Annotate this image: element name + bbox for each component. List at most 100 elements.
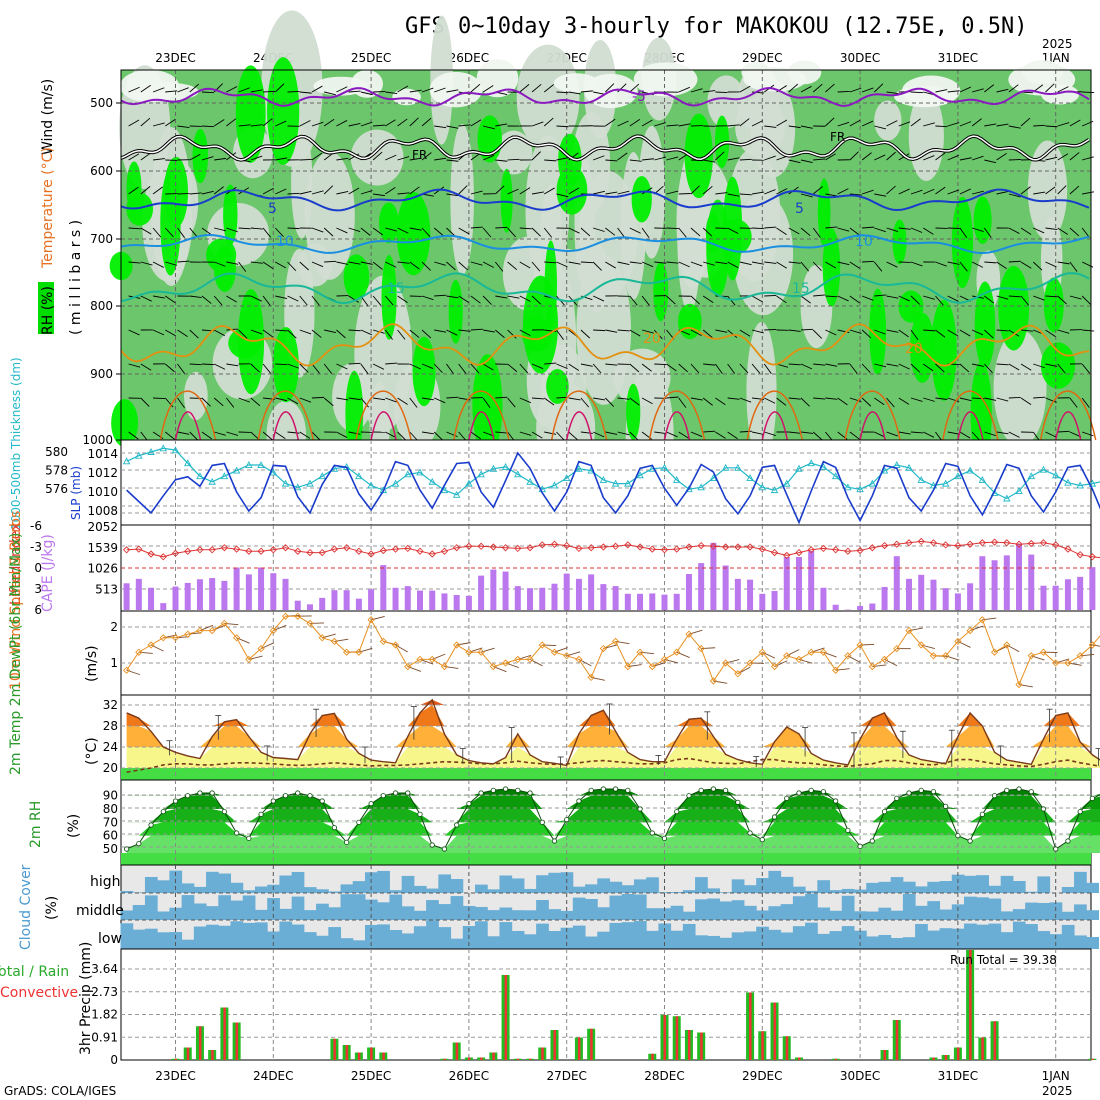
cloud-bar — [120, 923, 134, 949]
wind10-point — [232, 634, 241, 642]
wind-barb — [837, 188, 849, 195]
rh-saturated-region — [472, 354, 503, 457]
wind10-point — [343, 648, 351, 656]
wind-barb — [923, 122, 935, 127]
wind-barb — [971, 261, 984, 268]
wind-barb — [788, 431, 801, 434]
wind-barb — [446, 295, 459, 299]
wind-barb — [458, 227, 470, 235]
contour-25 — [648, 390, 706, 441]
cloud-bar — [181, 895, 195, 920]
wind-barb — [1020, 261, 1032, 269]
wind-barb — [959, 188, 971, 195]
thickness-point — [954, 472, 962, 480]
rh2m-point — [930, 789, 937, 795]
lifted-index-point — [159, 553, 167, 561]
bottom-date-axis: 23DEC 24DEC 25DEC 26DEC 27DEC 28DEC 29DEC 30DEC… — [155, 1069, 1070, 1083]
thickness-point — [795, 464, 803, 472]
wind-barb — [752, 227, 765, 230]
precip-convective-bar — [883, 1050, 887, 1060]
precip-bars — [171, 950, 1097, 1060]
precip-convective-bar — [211, 1050, 214, 1060]
rh2m-point — [490, 787, 496, 793]
wind-barb — [152, 186, 163, 195]
rh2m-point — [943, 803, 949, 809]
rh-saturated-region — [235, 65, 266, 163]
wind10-point — [122, 666, 131, 674]
wind-barb — [238, 124, 251, 127]
wind-barb — [299, 295, 308, 306]
cape-bar — [465, 595, 472, 610]
wind-barb — [568, 261, 581, 265]
thickness-point — [159, 444, 168, 452]
cloud-bar — [890, 910, 904, 920]
wind-barb — [1045, 261, 1057, 268]
cape-bar — [991, 560, 998, 610]
wind-barb — [519, 363, 529, 374]
rh-saturated-region — [714, 115, 730, 169]
wind10-markers — [122, 612, 1097, 689]
wind-barb — [935, 186, 946, 195]
thickness-point — [440, 486, 449, 494]
precip-convective-bar — [932, 1057, 935, 1060]
wind-barb — [165, 261, 177, 266]
wind-barb — [385, 187, 396, 195]
wind-barb — [226, 397, 235, 408]
cape-bar — [368, 589, 375, 610]
cape-bar — [551, 583, 558, 610]
wind-barb — [715, 91, 728, 94]
wind-barb — [409, 157, 422, 161]
wind-barb — [385, 119, 396, 127]
contour-label-15-b: 15 — [792, 281, 810, 297]
wind-barb — [874, 363, 887, 368]
wind-barb — [201, 431, 213, 440]
temp2m-tick-label: 24 — [103, 740, 118, 754]
wind-barb — [751, 431, 764, 435]
wind-barb — [800, 85, 812, 93]
rh2m-point — [185, 793, 191, 799]
wind10-point — [1015, 680, 1023, 689]
wind-barb — [642, 158, 655, 161]
wind-barb — [764, 261, 777, 264]
cloud-bar — [413, 885, 427, 893]
cloud-bar — [523, 888, 537, 893]
wind-barb — [556, 157, 569, 161]
cloud-bar — [536, 899, 549, 920]
cloud-bar — [1086, 910, 1099, 920]
rh2m-point — [1089, 795, 1095, 801]
wind-barb — [617, 261, 630, 265]
contour-label-20: 20 — [643, 331, 661, 347]
wind-barb — [764, 294, 777, 297]
precip-convective-bar — [480, 1057, 483, 1060]
temp-band-24 — [126, 726, 1100, 747]
wind-barb — [935, 125, 948, 128]
thickness-point — [868, 479, 877, 487]
cloud-bar — [841, 888, 855, 893]
rh2m-point — [246, 835, 252, 841]
cloud-bar — [621, 922, 635, 949]
lifted-index-point — [550, 540, 559, 548]
cloud-bar — [780, 932, 794, 949]
cape-bar — [429, 590, 436, 610]
wind-barb — [984, 431, 996, 437]
cloud-bar — [352, 881, 366, 893]
wind-barb — [348, 397, 361, 401]
wind-barb — [764, 226, 777, 229]
wind-barb — [825, 295, 838, 298]
wind-barb — [923, 295, 935, 300]
wind-barb — [409, 89, 422, 93]
cloud-bar — [548, 872, 562, 893]
temp-band-28 — [126, 705, 1100, 726]
wind-barb — [935, 329, 946, 338]
wind-barb — [421, 431, 434, 435]
rh-band-47 — [126, 835, 1100, 853]
wind-barb — [629, 227, 641, 234]
wind-barb — [348, 295, 360, 303]
wind-barb — [201, 363, 214, 366]
rh-saturated-region — [898, 290, 924, 323]
rh2m-point — [723, 787, 729, 793]
pressure-tick-label-500: 500 — [90, 96, 113, 110]
wind-barb — [409, 186, 420, 195]
wind-barb — [984, 295, 995, 304]
lifted-index-point — [832, 546, 840, 554]
